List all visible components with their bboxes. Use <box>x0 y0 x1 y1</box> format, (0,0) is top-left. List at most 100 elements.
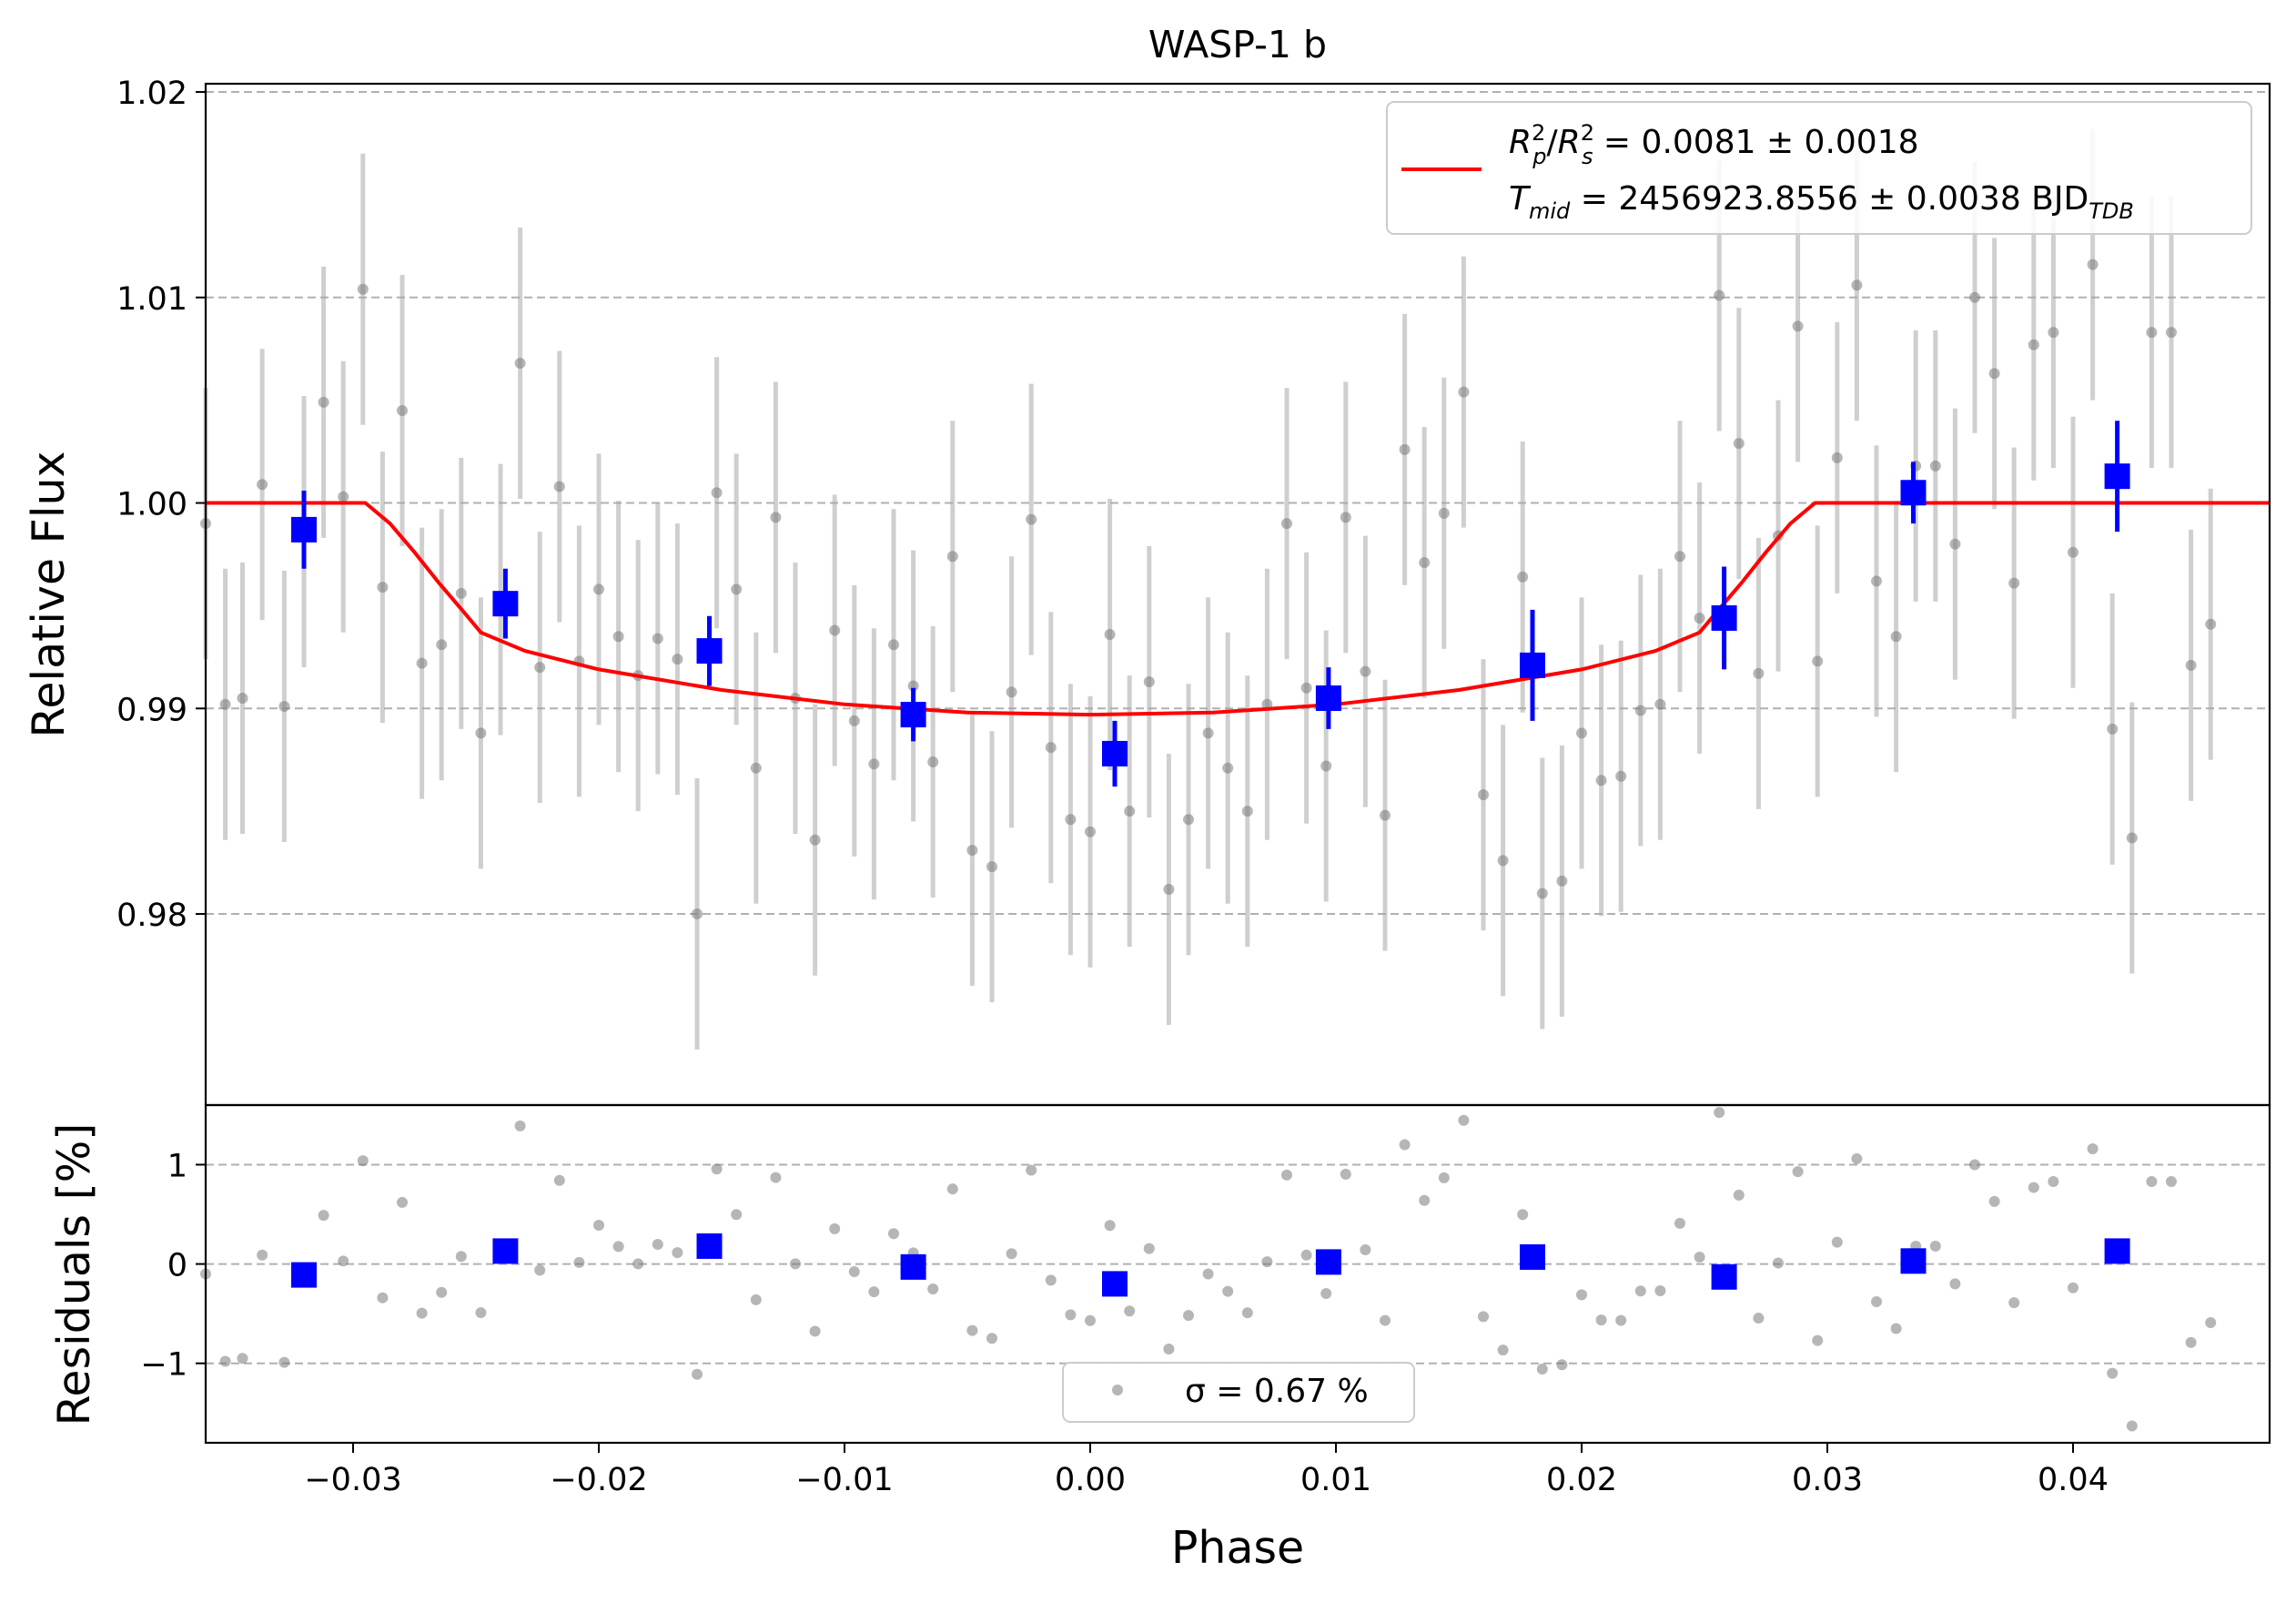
residual-raw-point <box>652 1238 663 1250</box>
raw-data-point <box>1026 513 1037 525</box>
xtick-label: 0.03 <box>1792 1462 1863 1498</box>
raw-data-point <box>1438 507 1450 519</box>
residual-raw-point <box>573 1256 585 1268</box>
raw-data-point <box>1929 460 1941 472</box>
residual-raw-point <box>1851 1152 1863 1164</box>
residual-raw-point <box>475 1307 487 1319</box>
raw-data-point <box>1124 806 1136 817</box>
residual-raw-point <box>1753 1313 1765 1324</box>
raw-data-point <box>731 583 743 595</box>
raw-data-point <box>986 861 997 873</box>
raw-data-point <box>1045 742 1057 754</box>
residual-raw-point <box>2166 1176 2177 1188</box>
binned-data-point <box>1900 480 1927 506</box>
main-y-ticks: 0.98 0.99 1.00 1.01 1.02 <box>116 76 206 934</box>
residual-raw-point <box>2146 1176 2158 1188</box>
residual-raw-point <box>1497 1344 1509 1356</box>
residual-binned-points <box>291 1233 2130 1297</box>
residual-raw-point <box>1104 1220 1116 1232</box>
raw-data-point <box>237 693 248 705</box>
legend-tmid-label: Tmid = 2456923.8556 ± 0.0038 BJDTDB <box>1509 180 2134 224</box>
binned-data-point <box>900 702 926 728</box>
residual-raw-point <box>1615 1314 1627 1326</box>
raw-data-point <box>1634 705 1646 716</box>
residual-raw-point <box>770 1172 782 1183</box>
residual-raw-point <box>1792 1166 1804 1178</box>
xtick-label: 0.00 <box>1055 1462 1126 1498</box>
residual-raw-point <box>632 1258 644 1270</box>
residual-raw-point <box>1634 1285 1646 1297</box>
raw-data-point <box>1183 814 1194 826</box>
raw-data-point <box>692 908 703 920</box>
residual-legend-label: σ = 0.67 % <box>1185 1373 1369 1410</box>
residual-raw-point <box>1576 1289 1587 1301</box>
residual-raw-point <box>790 1258 801 1270</box>
residual-raw-point <box>1831 1236 1843 1248</box>
raw-data-point <box>1733 438 1745 450</box>
residual-ytick-label: 0 <box>167 1248 187 1284</box>
raw-data-point <box>377 582 389 594</box>
residual-raw-point <box>888 1228 899 1240</box>
residual-raw-point <box>1654 1285 1666 1297</box>
raw-data-point <box>1065 814 1077 826</box>
residual-ytick-label: −1 <box>140 1347 187 1384</box>
xtick-label: −0.02 <box>550 1462 647 1498</box>
residual-raw-point <box>1536 1364 1548 1375</box>
residual-binned-point <box>291 1262 317 1288</box>
residual-raw-point <box>1929 1240 1941 1252</box>
raw-data-point <box>1694 612 1705 624</box>
raw-data-point <box>1595 775 1607 786</box>
raw-data-point <box>2166 327 2177 339</box>
residual-raw-point <box>1065 1309 1077 1321</box>
raw-data-point <box>2087 259 2099 270</box>
residual-raw-point <box>2068 1282 2079 1294</box>
residual-raw-point <box>1026 1164 1037 1176</box>
residual-axes-frame <box>204 1103 2271 1445</box>
residual-raw-point <box>1949 1278 1961 1290</box>
residual-raw-point <box>257 1249 268 1261</box>
raw-data-point <box>1143 675 1155 687</box>
residual-binned-point <box>1520 1243 1545 1270</box>
raw-data-point <box>888 639 899 651</box>
raw-data-point <box>1753 667 1765 679</box>
residual-raw-point <box>455 1251 467 1263</box>
binned-data-point <box>1711 604 1737 631</box>
raw-data-point <box>750 762 762 774</box>
residual-raw-point <box>514 1120 526 1131</box>
residual-raw-point <box>2087 1143 2099 1155</box>
residual-raw-point <box>397 1196 408 1208</box>
raw-data-point <box>1340 512 1351 523</box>
residual-raw-point <box>868 1286 880 1298</box>
residual-raw-point <box>1360 1243 1371 1255</box>
residual-raw-point <box>986 1333 997 1344</box>
raw-data-point <box>1556 875 1568 887</box>
residual-raw-point <box>1733 1189 1745 1201</box>
residual-y-ticks: −1 0 1 <box>140 1148 206 1384</box>
residual-raw-point <box>1300 1249 1312 1261</box>
raw-data-point <box>278 701 290 713</box>
raw-data-point <box>534 662 546 674</box>
residual-raw-point <box>1006 1248 1017 1260</box>
residual-raw-point <box>731 1209 743 1221</box>
raw-data-point <box>652 633 663 644</box>
binned-data-point <box>1102 740 1128 766</box>
legend-depth-label: R2 p/R2 s = 0.0081 ± 0.0018 <box>1509 120 1919 169</box>
raw-data-point <box>257 479 268 491</box>
raw-data-point <box>868 758 880 770</box>
raw-data-point <box>770 512 782 523</box>
residual-binned-point <box>1711 1263 1737 1290</box>
residual-raw-point <box>1261 1256 1273 1268</box>
raw-data-point <box>672 654 683 665</box>
residual-raw-point <box>318 1210 329 1222</box>
raw-data-point <box>1576 727 1587 739</box>
residual-raw-point <box>1773 1257 1784 1269</box>
residual-raw-point <box>1517 1209 1529 1221</box>
residual-raw-point <box>2048 1176 2059 1188</box>
raw-data-point <box>1104 629 1116 641</box>
raw-data-point <box>514 358 526 370</box>
main-panel: 0.98 0.99 1.00 1.01 1.02 WASP-1 b Relative F… <box>23 23 2271 1107</box>
raw-data-point <box>1536 888 1548 899</box>
residual-raw-point <box>2008 1297 2020 1309</box>
raw-data-point <box>711 487 723 499</box>
residual-raw-point <box>2126 1420 2138 1432</box>
